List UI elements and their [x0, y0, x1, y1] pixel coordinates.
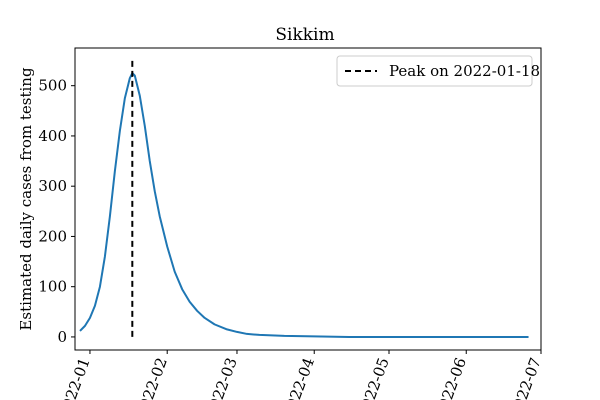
- plot-frame: [74, 47, 542, 351]
- y-tick-label: 500: [38, 77, 67, 95]
- chart-title: Sikkim: [275, 25, 334, 45]
- y-axis-label: Estimated daily cases from testing: [17, 67, 35, 331]
- y-tick-label: 400: [38, 127, 67, 145]
- y-tick-label: 100: [38, 278, 67, 296]
- series-line-0: [79, 72, 529, 338]
- y-tick-label: 0: [57, 328, 67, 346]
- legend-box: [336, 55, 533, 87]
- legend: Peak on 2022-01-18: [336, 55, 540, 87]
- y-tick-label: 200: [38, 227, 67, 245]
- y-tick-label: 300: [38, 177, 67, 195]
- legend-entry-peak: Peak on 2022-01-18: [389, 62, 540, 80]
